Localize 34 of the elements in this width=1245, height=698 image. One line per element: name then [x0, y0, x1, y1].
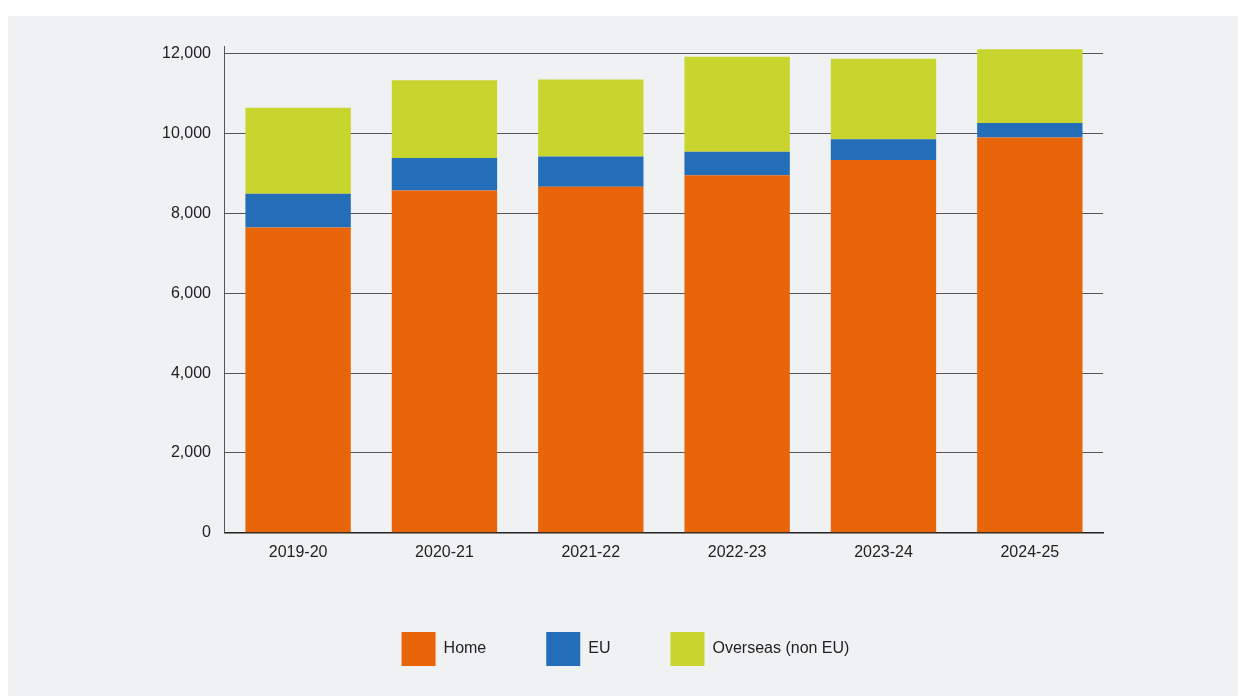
- x-tick-label: 2020-21: [415, 542, 474, 560]
- x-tick-label: 2021-22: [561, 542, 621, 560]
- bar: [830, 139, 937, 161]
- bar: [538, 79, 644, 157]
- x-tick-label: 2024-25: [1000, 542, 1060, 560]
- bar: [391, 80, 498, 159]
- y-tick-label: 6,000: [170, 283, 212, 301]
- bar: [538, 156, 644, 187]
- bar: [245, 227, 351, 533]
- y-tick-label: 10,000: [162, 124, 212, 142]
- y-tick-label: 12,000: [162, 44, 212, 62]
- x-tick-label: 2022-23: [707, 542, 767, 560]
- bar: [977, 49, 1083, 124]
- bar: [830, 160, 937, 533]
- x-tick-label: 2023-24: [854, 542, 913, 560]
- y-tick-label: 4,000: [170, 363, 212, 381]
- x-tick-label: 2019-20: [268, 542, 328, 560]
- bar: [245, 193, 351, 228]
- y-tick-label: 0: [202, 523, 212, 541]
- bar: [830, 58, 937, 140]
- bar: [245, 107, 351, 194]
- bar: [684, 151, 790, 176]
- bar: [977, 123, 1083, 138]
- bar: [538, 186, 644, 533]
- y-tick-label: 8,000: [170, 203, 212, 221]
- bar: [391, 190, 498, 533]
- legend-label: Overseas (non EU): [712, 639, 850, 657]
- bar: [684, 175, 790, 533]
- legend-label: Home: [443, 639, 487, 657]
- bar: [977, 137, 1083, 533]
- bar: [391, 158, 498, 191]
- y-tick-label: 2,000: [170, 443, 212, 461]
- bar: [684, 56, 790, 152]
- legend-label: EU: [588, 639, 611, 657]
